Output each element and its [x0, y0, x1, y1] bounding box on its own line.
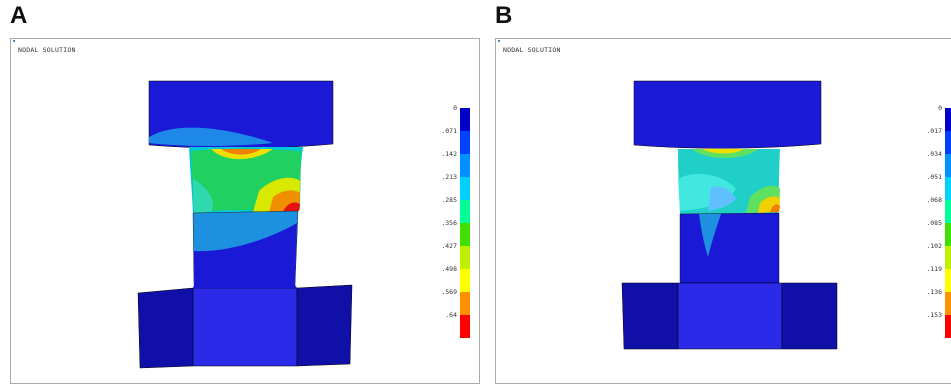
contour-scale-label: .64	[445, 311, 457, 319]
panel-b-corner-marker	[498, 40, 500, 42]
contour-color-band	[945, 246, 951, 269]
panel-a-title: NODAL SOLUTION	[18, 46, 76, 54]
contour-scale-label: .102	[926, 242, 942, 250]
base-center	[192, 287, 298, 367]
contour-cyan-left	[193, 179, 213, 213]
contour-red-right	[283, 202, 300, 211]
contour-scale-label: .017	[926, 127, 942, 135]
contour-scale-label: .068	[926, 196, 942, 204]
panel-a-fea-model	[137, 80, 353, 369]
contour-color-band	[460, 154, 470, 177]
contour-color-band	[945, 131, 951, 154]
contour-color-band	[945, 200, 951, 223]
panel-b-label: B	[495, 2, 513, 29]
contour-spike	[699, 214, 721, 257]
contour-scale-label: 0	[938, 104, 942, 112]
base-top-edge	[193, 285, 297, 288]
contour-color-band	[460, 177, 470, 200]
contour-scale-label: .356	[441, 219, 457, 227]
contour-color-band	[460, 131, 470, 154]
base-center	[677, 282, 783, 350]
contour-scale-label: 0	[453, 104, 457, 112]
contour-scale-label: .427	[441, 242, 457, 250]
contour-scale-label: .071	[441, 127, 457, 135]
panel-b-fea-model	[621, 80, 838, 350]
panel-a-corner-marker	[13, 40, 15, 42]
contour-color-band	[945, 315, 951, 338]
contour-scale-label: .285	[441, 196, 457, 204]
contour-color-bar	[945, 108, 951, 338]
contour-color-band	[460, 200, 470, 223]
contour-orange-top	[221, 149, 261, 155]
base-right	[296, 284, 353, 367]
contour-color-band	[460, 223, 470, 246]
contour-color-band	[945, 223, 951, 246]
contour-scale-label: .136	[926, 288, 942, 296]
contour-color-band	[460, 292, 470, 315]
contour-cyan	[678, 174, 736, 211]
contour-scale-label: .051	[926, 173, 942, 181]
contour-color-band	[460, 315, 470, 338]
contour-color-band	[460, 108, 470, 131]
neck-lower	[679, 212, 780, 284]
panel-a-label: A	[10, 2, 28, 29]
neck-lower-shade	[194, 223, 297, 285]
top-cap	[633, 80, 822, 149]
contour-color-band	[945, 177, 951, 200]
panel-a: NODAL SOLUTION 0 .071 .142 .213 .285 .356 .427…	[10, 38, 480, 384]
contour-color-band	[945, 292, 951, 315]
contour-yellow-top	[702, 149, 744, 154]
contour-scale-label: .498	[441, 265, 457, 273]
contour-scale-label: .153	[926, 311, 942, 319]
panel-b-title: NODAL SOLUTION	[503, 46, 561, 54]
contour-scale-label: .085	[926, 219, 942, 227]
base-right	[781, 282, 838, 350]
base-left	[137, 287, 194, 369]
contour-scale-label: .034	[926, 150, 942, 158]
contour-color-band	[945, 269, 951, 292]
top-cap-gradient	[149, 127, 273, 146]
contour-color-band	[460, 246, 470, 269]
contour-scale-label: .569	[441, 288, 457, 296]
contour-lightblue	[708, 186, 736, 211]
panel-b: NODAL SOLUTION 0 .017 .034 .051 .068 .085 .102…	[495, 38, 951, 384]
base-left	[621, 282, 679, 350]
contour-color-bar	[460, 108, 470, 338]
contour-scale-label: .142	[441, 150, 457, 158]
contour-orange-right	[770, 204, 780, 212]
contour-color-band	[460, 269, 470, 292]
contour-color-band	[945, 108, 951, 131]
contour-color-band	[945, 154, 951, 177]
contour-scale-label: .119	[926, 265, 942, 273]
contour-scale-label: .213	[441, 173, 457, 181]
